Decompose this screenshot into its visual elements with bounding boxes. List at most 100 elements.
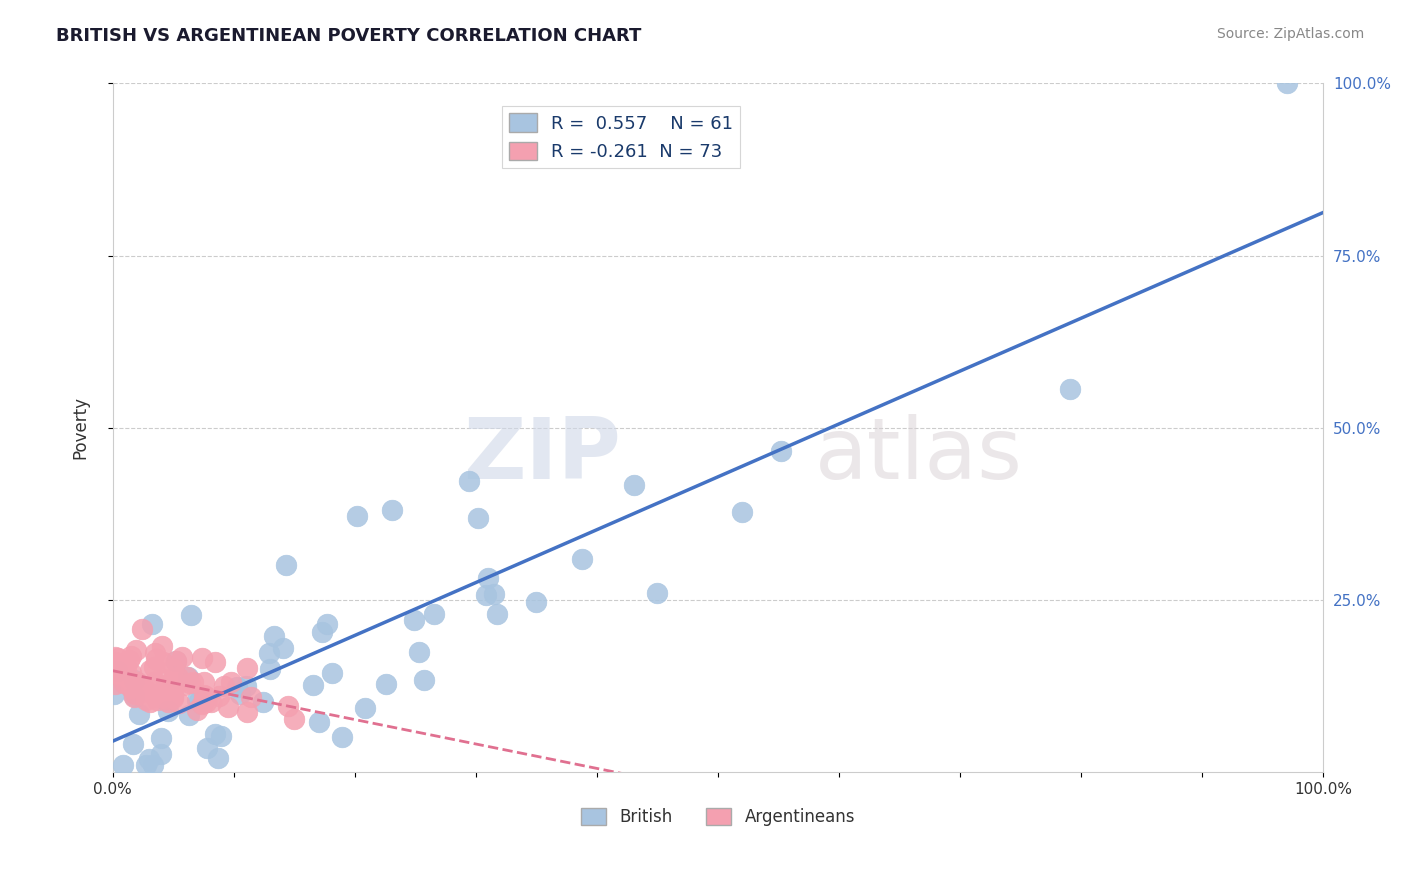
Point: [114, 657, 136, 672]
Text: BRITISH VS ARGENTINEAN POVERTY CORRELATION CHART: BRITISH VS ARGENTINEAN POVERTY CORRELATI…: [56, 27, 641, 45]
Text: atlas: atlas: [815, 414, 1024, 497]
Point: [236, 706, 259, 720]
Point: [139, 663, 162, 677]
Point: [131, 680, 153, 694]
Point: [176, 670, 198, 684]
Point: [477, 570, 499, 584]
Point: [207, 751, 229, 765]
Point: [120, 681, 142, 695]
Point: [179, 676, 201, 690]
Point: [524, 595, 547, 609]
Point: [121, 676, 143, 690]
Point: [204, 655, 226, 669]
Point: [150, 731, 173, 746]
Point: [110, 668, 132, 682]
Point: [112, 758, 135, 772]
Point: [302, 678, 325, 692]
Point: [143, 646, 166, 660]
Point: [170, 650, 193, 665]
Point: [311, 624, 333, 639]
Point: [122, 689, 145, 703]
Point: [120, 666, 142, 681]
Point: [177, 670, 200, 684]
Point: [155, 673, 177, 688]
Point: [283, 712, 305, 726]
Point: [252, 695, 274, 709]
Point: [486, 607, 509, 621]
Point: [645, 585, 668, 599]
Point: [316, 617, 339, 632]
Point: [408, 644, 430, 658]
Point: [375, 677, 398, 691]
Point: [195, 696, 218, 710]
Point: [122, 690, 145, 704]
Point: [166, 677, 188, 691]
Point: [274, 558, 297, 572]
Point: [150, 679, 173, 693]
Point: [211, 729, 233, 743]
Point: [191, 651, 214, 665]
Text: Source: ZipAtlas.com: Source: ZipAtlas.com: [1216, 27, 1364, 41]
Point: [121, 679, 143, 693]
Point: [571, 552, 593, 566]
Point: [180, 608, 202, 623]
Point: [145, 652, 167, 666]
Point: [380, 502, 402, 516]
Point: [217, 700, 239, 714]
Point: [155, 689, 177, 703]
Point: [141, 617, 163, 632]
Legend: British, Argentineans: British, Argentineans: [575, 801, 862, 832]
Point: [103, 687, 125, 701]
Point: [145, 690, 167, 705]
Point: [181, 675, 204, 690]
Text: ZIP: ZIP: [464, 414, 621, 497]
Point: [138, 752, 160, 766]
Point: [204, 726, 226, 740]
Point: [107, 651, 129, 665]
Point: [105, 666, 128, 681]
Point: [321, 666, 343, 681]
Point: [259, 662, 281, 676]
Point: [128, 706, 150, 721]
Point: [112, 675, 135, 690]
Point: [139, 695, 162, 709]
Point: [225, 680, 247, 694]
Point: [413, 673, 436, 688]
Point: [149, 747, 172, 761]
Point: [263, 629, 285, 643]
Point: [179, 707, 201, 722]
Point: [423, 607, 446, 622]
Point: [402, 613, 425, 627]
Point: [157, 695, 180, 709]
Point: [346, 508, 368, 523]
Point: [193, 688, 215, 702]
Point: [165, 654, 187, 668]
Point: [141, 687, 163, 701]
Point: [112, 669, 135, 683]
Point: [200, 695, 222, 709]
Point: [162, 662, 184, 676]
Point: [193, 696, 215, 710]
Point: [259, 646, 281, 660]
Point: [623, 478, 645, 492]
Point: [124, 687, 146, 701]
Point: [118, 652, 141, 666]
Point: [191, 697, 214, 711]
Point: [122, 673, 145, 687]
Point: [193, 674, 215, 689]
Point: [330, 730, 353, 744]
Point: [132, 679, 155, 693]
Point: [474, 589, 496, 603]
Point: [1059, 383, 1081, 397]
Point: [353, 700, 375, 714]
Point: [308, 714, 330, 729]
Point: [467, 510, 489, 524]
Point: [239, 690, 262, 704]
Point: [142, 660, 165, 674]
Point: [195, 740, 218, 755]
Point: [152, 655, 174, 669]
Point: [186, 693, 208, 707]
Point: [166, 670, 188, 684]
Point: [104, 649, 127, 664]
Point: [135, 758, 157, 772]
